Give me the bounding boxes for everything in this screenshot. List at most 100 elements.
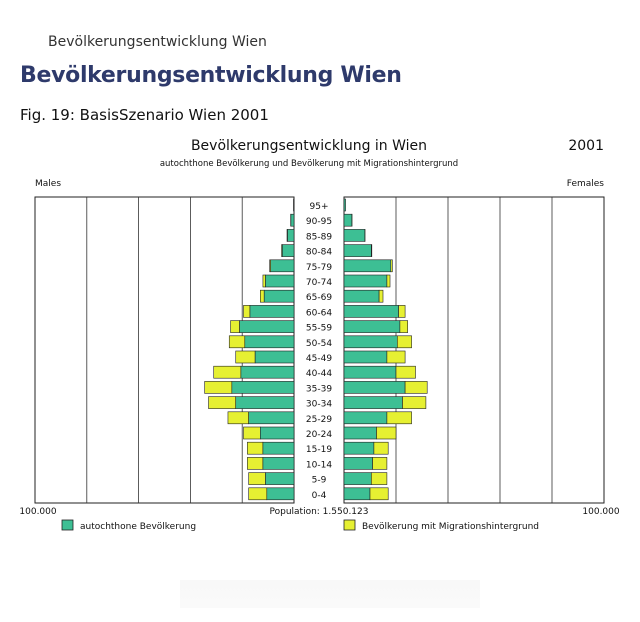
bar-female-autochthon-75-79 — [343, 259, 392, 273]
chart-title: Bevölkerungsentwicklung in Wien — [191, 138, 427, 154]
bar-female-migration-10-14 — [372, 457, 388, 470]
age-label-25-29: 25-29 — [306, 415, 332, 425]
bar-female-autochthon-60-64 — [343, 305, 399, 318]
bar-female-autochthon-20-24 — [343, 426, 377, 440]
age-label-60-64: 60-64 — [306, 308, 332, 318]
age-label-65-69: 65-69 — [306, 293, 332, 303]
bar-male-autochthon-55-59 — [239, 320, 295, 333]
bar-female-autochthon-0-4 — [343, 487, 371, 501]
bar-female-autochthon-15-19 — [343, 441, 375, 455]
bar-female-migration-60-64 — [398, 305, 406, 318]
legend-swatch-migration — [343, 519, 356, 531]
bar-female-migration-20-24 — [376, 426, 397, 440]
bar-female-migration-35-39 — [404, 381, 428, 394]
chart-subtitle: autochthone Bevölkerung und Bevölkerung … — [160, 159, 458, 169]
bar-female-autochthon-80-84 — [343, 244, 372, 257]
bar-male-migration-15-19 — [247, 441, 264, 455]
bar-male-migration-45-49 — [235, 350, 256, 364]
bar-female-autochthon-95plus — [343, 198, 346, 212]
bar-female-migration-80-84 — [370, 244, 373, 257]
age-label-50-54: 50-54 — [306, 339, 332, 349]
bar-female-migration-15-19 — [373, 441, 389, 455]
bar-male-autochthon-45-49 — [254, 350, 295, 364]
bar-male-migration-55-59 — [230, 320, 240, 333]
age-label-70-74: 70-74 — [306, 278, 332, 288]
legend: autochthone Bevölkerung Bevölkerung mit … — [61, 519, 539, 532]
bar-female-migration-5-9 — [370, 472, 388, 485]
bar-male-autochthon-10-14 — [262, 457, 295, 470]
bar-male-migration-65-69 — [260, 289, 265, 303]
age-label-75-79: 75-79 — [306, 263, 332, 273]
bar-female-migration-25-29 — [386, 411, 412, 425]
bar-female-migration-55-59 — [399, 320, 408, 333]
bar-female-autochthon-45-49 — [343, 350, 388, 364]
bar-male-autochthon-50-54 — [244, 335, 295, 349]
bar-female-autochthon-65-69 — [343, 289, 380, 303]
bar-male-migration-5-9 — [248, 472, 266, 485]
age-label-5-9: 5-9 — [312, 476, 327, 486]
population-label: Population: 1.550.123 — [270, 507, 369, 517]
bar-male-autochthon-70-74 — [265, 274, 295, 288]
bar-female-migration-30-34 — [402, 396, 427, 409]
page-title: Bevölkerungsentwicklung Wien — [20, 63, 402, 88]
bar-male-autochthon-5-9 — [265, 472, 295, 485]
page-header: Bevölkerungsentwicklung Wien — [48, 34, 267, 50]
females-label: Females — [567, 179, 605, 189]
bar-female-migration-45-49 — [386, 350, 406, 364]
bar-female-migration-40-44 — [395, 365, 416, 379]
bar-male-autochthon-30-34 — [235, 396, 295, 409]
faded-footer-area — [180, 580, 480, 608]
bar-male-migration-30-34 — [208, 396, 237, 409]
bar-male-migration-70-74 — [262, 274, 266, 288]
bar-male-migration-35-39 — [204, 381, 233, 394]
age-label-20-24: 20-24 — [306, 430, 332, 440]
bar-male-autochthon-35-39 — [231, 381, 295, 394]
bar-female-autochthon-25-29 — [343, 411, 388, 425]
age-label-55-59: 55-59 — [306, 324, 332, 334]
bar-female-migration-65-69 — [378, 289, 384, 303]
legend-label-migration: Bevölkerung mit Migrationshintergrund — [362, 522, 539, 532]
bar-male-autochthon-95plus — [293, 198, 295, 212]
bar-female-migration-0-4 — [369, 487, 389, 501]
age-label-40-44: 40-44 — [306, 369, 332, 379]
age-label-10-14: 10-14 — [306, 460, 332, 470]
axis-right-end-label: 100.000 — [582, 507, 619, 517]
age-label-90-95: 90-95 — [306, 217, 332, 227]
bar-female-autochthon-10-14 — [343, 457, 373, 470]
bar-female-autochthon-90-95 — [343, 213, 353, 227]
age-label-15-19: 15-19 — [306, 445, 332, 455]
grid-lines — [86, 197, 553, 503]
bar-female-migration-70-74 — [386, 274, 391, 288]
age-label-80-84: 80-84 — [306, 248, 332, 258]
bar-female-autochthon-85-89 — [343, 229, 366, 242]
bar-male-migration-40-44 — [213, 365, 242, 379]
age-labels: 95+ 90-95 85-89 80-84 75-79 70-74 65-69 60-64 55… — [306, 202, 332, 501]
bar-male-autochthon-75-79 — [270, 259, 295, 273]
chart-year: 2001 — [568, 138, 604, 154]
age-label-85-89: 85-89 — [306, 232, 332, 242]
bar-male-migration-60-64 — [243, 305, 251, 318]
age-label-45-49: 45-49 — [306, 354, 332, 364]
bar-male-migration-20-24 — [243, 426, 261, 440]
age-label-0-4: 0-4 — [312, 491, 327, 501]
axis-left-end-label: 100.000 — [19, 507, 56, 517]
bar-female-autochthon-5-9 — [343, 472, 372, 485]
legend-swatch-autochthon — [61, 519, 74, 531]
bar-female-autochthon-55-59 — [343, 320, 401, 333]
bar-male-autochthon-25-29 — [248, 411, 295, 425]
males-label: Males — [35, 179, 61, 189]
bar-male-autochthon-90-95 — [290, 213, 295, 227]
bar-female-migration-50-54 — [396, 335, 412, 349]
bar-male-autochthon-85-89 — [287, 229, 295, 242]
bar-female-autochthon-30-34 — [343, 396, 403, 409]
bar-male-autochthon-40-44 — [240, 365, 295, 379]
age-label-35-39: 35-39 — [306, 384, 332, 394]
bar-male-autochthon-15-19 — [262, 441, 295, 455]
bar-male-autochthon-60-64 — [249, 305, 295, 318]
bar-female-migration-75-79 — [390, 259, 393, 273]
bar-female-autochthon-35-39 — [343, 381, 406, 394]
bar-male-migration-25-29 — [227, 411, 249, 425]
bar-female-autochthon-40-44 — [343, 365, 397, 379]
legend-label-autochthon: autochthone Bevölkerung — [80, 522, 196, 532]
